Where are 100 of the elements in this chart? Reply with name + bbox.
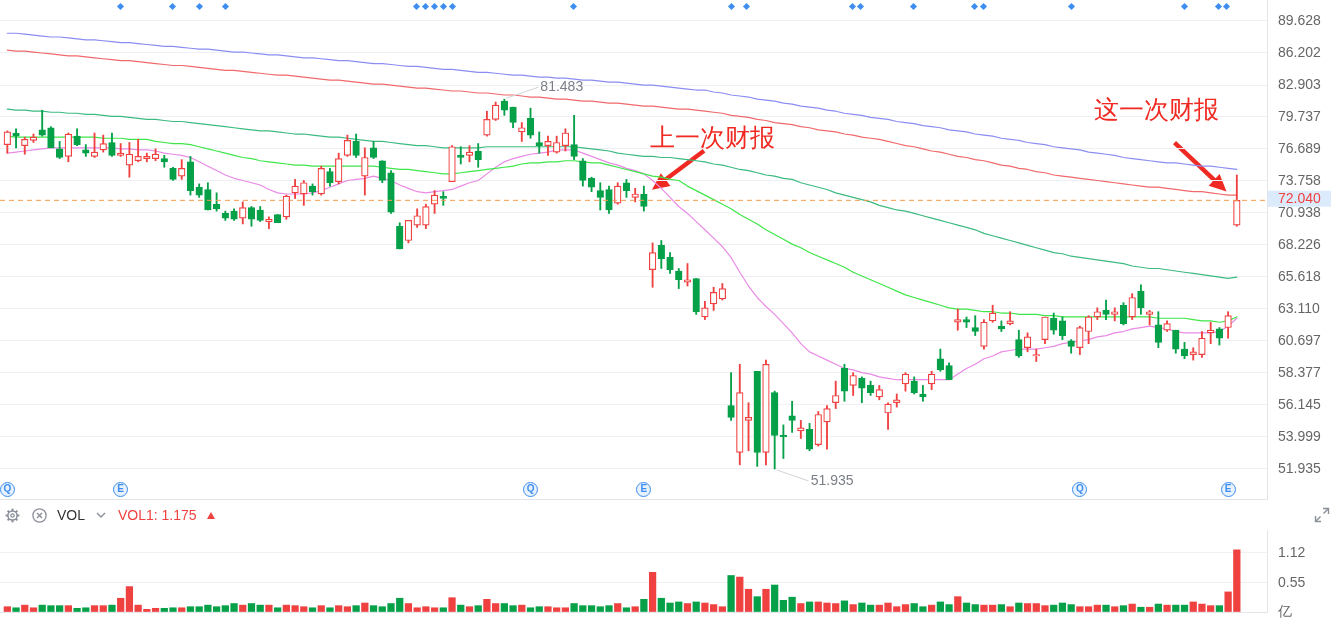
circle-badge: Q bbox=[1072, 481, 1088, 497]
bar bbox=[614, 603, 622, 612]
bar bbox=[474, 605, 482, 612]
bar bbox=[108, 604, 116, 612]
y-tick-label: 1.12 bbox=[1278, 543, 1306, 560]
bar bbox=[718, 606, 726, 612]
bar bbox=[928, 604, 936, 612]
bar bbox=[1067, 604, 1075, 612]
y-tick-label: 60.697 bbox=[1278, 331, 1322, 348]
bar bbox=[692, 601, 700, 612]
annotation: E bbox=[1224, 483, 1232, 494]
bar bbox=[29, 607, 38, 612]
circle-badge: E bbox=[113, 481, 129, 497]
circle-badge: E bbox=[636, 481, 652, 497]
bar bbox=[1172, 604, 1180, 612]
y-tick-label: 68.226 bbox=[1278, 235, 1322, 252]
bar bbox=[771, 584, 779, 612]
bar bbox=[404, 603, 413, 612]
bar bbox=[535, 606, 543, 612]
bar bbox=[622, 607, 631, 612]
bar bbox=[247, 603, 256, 612]
bar bbox=[1093, 604, 1101, 612]
bar bbox=[12, 607, 20, 612]
bar bbox=[1111, 606, 1119, 612]
bar bbox=[971, 604, 979, 612]
bar bbox=[343, 606, 352, 612]
y-tick-label: 76.689 bbox=[1278, 139, 1322, 156]
bar bbox=[1137, 606, 1145, 612]
bar bbox=[308, 607, 317, 612]
bar bbox=[631, 606, 639, 612]
bar bbox=[457, 604, 465, 612]
bar bbox=[90, 605, 99, 612]
y-tick-label: 亿 bbox=[1277, 602, 1292, 619]
bar bbox=[1215, 605, 1224, 612]
bar bbox=[1015, 602, 1023, 612]
bar bbox=[361, 602, 369, 612]
annotation: E bbox=[117, 483, 124, 494]
bar bbox=[439, 607, 447, 612]
bar bbox=[265, 604, 273, 612]
bar bbox=[1119, 605, 1128, 612]
bar bbox=[840, 600, 849, 612]
candlestick bbox=[954, 308, 962, 331]
candlestick bbox=[1207, 321, 1215, 344]
y-tick-label: 0.55 bbox=[1278, 573, 1306, 590]
bar bbox=[997, 604, 1006, 612]
y-tick-label: 70.938 bbox=[1278, 203, 1322, 220]
bar bbox=[683, 603, 692, 612]
circle-badge: E bbox=[1220, 481, 1236, 497]
bar bbox=[117, 597, 125, 612]
bar bbox=[151, 607, 160, 612]
bar bbox=[369, 605, 378, 612]
bar bbox=[587, 605, 596, 612]
bar bbox=[561, 607, 570, 612]
bar bbox=[901, 604, 910, 612]
bar bbox=[274, 607, 282, 612]
bar bbox=[465, 606, 474, 612]
bar bbox=[640, 598, 648, 612]
bar bbox=[448, 597, 456, 612]
y-tick-label: 73.758 bbox=[1278, 171, 1322, 188]
y-tick-label: 58.377 bbox=[1278, 363, 1322, 380]
bar bbox=[1180, 604, 1189, 612]
annotation: Q bbox=[1075, 483, 1084, 494]
y-tick-label: 89.628 bbox=[1278, 11, 1322, 28]
bar bbox=[518, 604, 526, 612]
bar bbox=[64, 605, 72, 612]
annotation: E bbox=[640, 483, 648, 494]
circle-badge: Q bbox=[0, 481, 15, 497]
y-tick-label: 86.202 bbox=[1278, 43, 1322, 60]
bar bbox=[762, 588, 770, 612]
bar bbox=[1128, 603, 1136, 612]
candlestick bbox=[1032, 348, 1040, 362]
bar bbox=[21, 604, 29, 612]
bar bbox=[736, 576, 744, 612]
bar bbox=[1023, 603, 1032, 612]
bar bbox=[1102, 604, 1110, 612]
bar bbox=[727, 575, 735, 612]
bar bbox=[849, 604, 857, 612]
bar bbox=[3, 606, 11, 612]
annotation: 51.935 bbox=[810, 471, 854, 488]
bar bbox=[1050, 604, 1058, 612]
text: VOL1: 1.175 bbox=[118, 507, 197, 523]
candlestick bbox=[788, 400, 796, 433]
annotation: 这一次财报 bbox=[1094, 95, 1219, 124]
annotation: 上一次财报 bbox=[650, 123, 775, 152]
y-tick-label: 51.935 bbox=[1278, 459, 1322, 476]
bar bbox=[1154, 603, 1162, 612]
chart-title: VOL bbox=[57, 507, 86, 523]
bar bbox=[805, 601, 814, 612]
bar bbox=[1058, 602, 1067, 612]
bar bbox=[239, 604, 247, 612]
y-tick-label: 63.110 bbox=[1278, 299, 1320, 316]
candlestick bbox=[779, 424, 788, 459]
bar bbox=[99, 605, 107, 612]
bar bbox=[1146, 606, 1154, 612]
bar bbox=[744, 588, 753, 612]
candlestick bbox=[457, 146, 465, 165]
bar bbox=[256, 604, 264, 612]
circle-badge: Q bbox=[523, 481, 538, 497]
bar bbox=[335, 605, 343, 612]
annotation: 81.483 bbox=[540, 78, 584, 95]
